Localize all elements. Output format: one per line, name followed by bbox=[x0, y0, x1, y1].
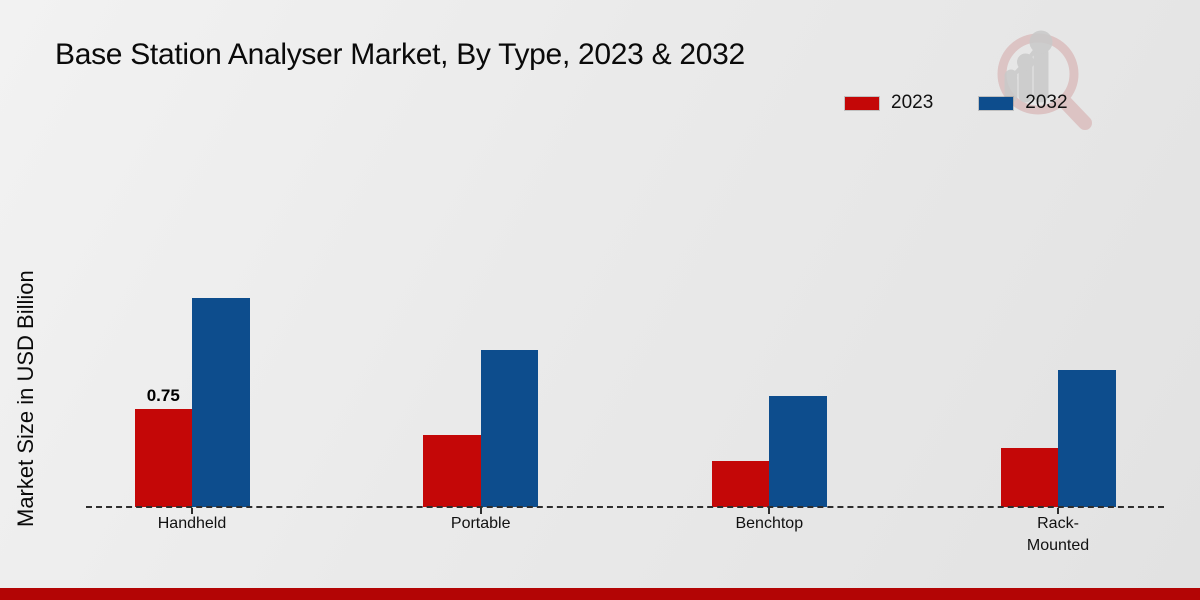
category-label-rack-mounted: Rack-Mounted bbox=[1026, 515, 1090, 554]
legend-item-2023: 2023 bbox=[845, 92, 933, 114]
x-axis-tick bbox=[1057, 508, 1059, 514]
category-label-benchtop: Benchtop bbox=[735, 515, 804, 532]
legend-label: 2032 bbox=[1025, 92, 1068, 113]
bar-2023-handheld bbox=[134, 408, 192, 507]
category-label-portable: Portable bbox=[450, 515, 511, 532]
x-axis-tick bbox=[191, 508, 193, 514]
category-label-handheld: Handheld bbox=[157, 515, 227, 532]
chart-title: Base Station Analyser Market, By Type, 2… bbox=[55, 38, 745, 71]
bar-2023-rack-mounted bbox=[1000, 448, 1058, 507]
x-axis-baseline bbox=[86, 506, 1164, 508]
legend-swatch bbox=[979, 96, 1014, 110]
bar-2023-portable bbox=[423, 435, 481, 507]
legend-swatch bbox=[845, 96, 879, 110]
bar-2032-handheld bbox=[192, 297, 250, 507]
data-label-handheld: 0.75 bbox=[146, 385, 180, 405]
bar-2032-rack-mounted bbox=[1058, 369, 1116, 507]
bar-2032-portable bbox=[480, 350, 539, 507]
legend-label: 2023 bbox=[891, 92, 934, 113]
x-axis-tick bbox=[479, 508, 482, 514]
bar-2023-benchtop bbox=[711, 461, 770, 507]
magnifier-growth-chart-icon bbox=[997, 30, 1092, 130]
legend: 2023 2032 bbox=[845, 92, 1068, 114]
legend-item-2032: 2032 bbox=[979, 92, 1068, 114]
bar-2032-benchtop bbox=[769, 395, 827, 507]
x-axis-tick bbox=[768, 508, 771, 514]
footer-accent-bar bbox=[0, 588, 1200, 600]
